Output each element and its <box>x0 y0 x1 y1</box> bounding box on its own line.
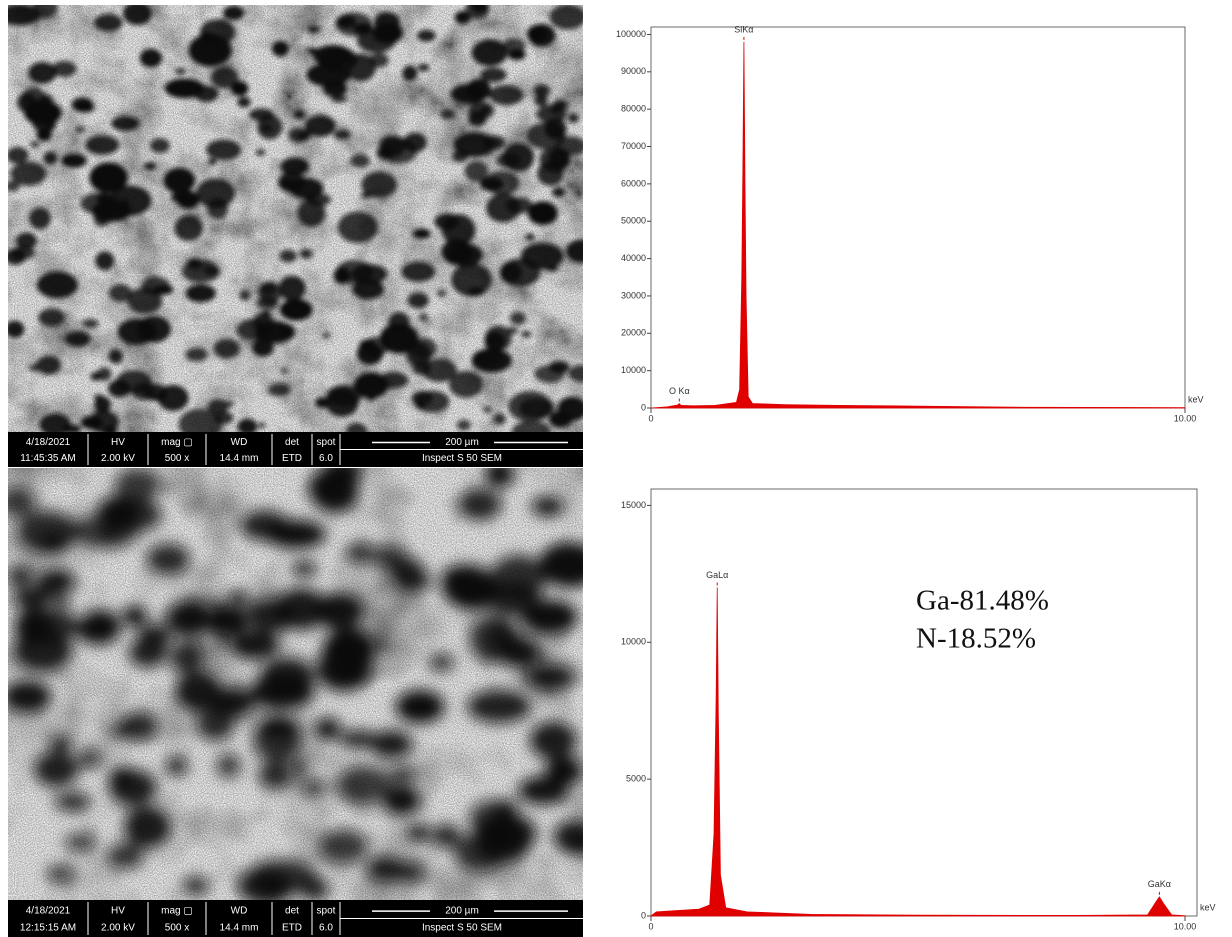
sem-grain <box>8 5 583 432</box>
y-tick-label: 0 <box>641 910 646 920</box>
info-scale: 200 µm <box>445 437 479 448</box>
peak-label: O Kα <box>669 386 690 396</box>
x-axis-label: keV <box>1188 394 1204 404</box>
info-wd: 14.4 mm <box>220 453 259 464</box>
y-tick-label: 20000 <box>621 328 646 338</box>
y-tick-label: 70000 <box>621 141 646 151</box>
info-det-label: det <box>285 437 299 448</box>
y-tick-label: 10000 <box>621 637 646 647</box>
sem-info-bar: 4/18/2021 11:45:35 AM HV 2.00 kV mag ▢ 500 x W… <box>8 432 583 467</box>
y-tick-label: 90000 <box>621 66 646 76</box>
x-tick-label: 10.00 <box>1174 413 1197 423</box>
info-mag-label: mag ▢ <box>161 437 193 448</box>
sem-image <box>0 459 600 905</box>
info-hv-label: HV <box>111 906 125 917</box>
x-axis-label: keV <box>1200 902 1216 912</box>
info-hv: 2.00 kV <box>101 453 135 464</box>
sem-grain <box>8 468 583 900</box>
info-wd: 14.4 mm <box>220 922 259 933</box>
page: { "sem_panels": [ {"date": "4/18/2021", … <box>0 0 1232 937</box>
composition-note: Ga-81.48% <box>916 585 1049 617</box>
info-spot-label: spot <box>317 437 336 448</box>
info-hv: 2.00 kV <box>101 922 135 933</box>
info-det-label: det <box>285 906 299 917</box>
info-wd-label: WD <box>231 906 248 917</box>
x-tick-label: 0 <box>648 413 653 423</box>
x-tick-label: 10.00 <box>1174 921 1197 931</box>
info-scale: 200 µm <box>445 906 479 917</box>
info-det: ETD <box>282 922 302 933</box>
y-tick-label: 10000 <box>621 365 646 375</box>
peak-label: GaLα <box>706 570 728 580</box>
figure: 4/18/2021 11:45:35 AM HV 2.00 kV mag ▢ 500 x W… <box>0 0 1232 937</box>
composition-note: N-18.52% <box>916 623 1036 655</box>
sem-info-bar: 4/18/2021 12:15:15 AM HV 2.00 kV mag ▢ 500 x W… <box>8 900 583 937</box>
info-time: 11:45:35 AM <box>20 453 75 464</box>
info-date: 4/18/2021 <box>26 906 71 917</box>
y-tick-label: 100000 <box>616 29 646 39</box>
info-mag-label: mag ▢ <box>161 906 193 917</box>
info-spot: 6.0 <box>319 922 333 933</box>
y-tick-label: 30000 <box>621 290 646 300</box>
y-tick-label: 40000 <box>621 253 646 263</box>
y-tick-label: 80000 <box>621 104 646 114</box>
info-spot-label: spot <box>317 906 336 917</box>
y-tick-label: 50000 <box>621 216 646 226</box>
info-spot: 6.0 <box>319 453 333 464</box>
y-tick-label: 60000 <box>621 178 646 188</box>
info-det: ETD <box>282 453 302 464</box>
x-tick-label: 0 <box>648 921 653 931</box>
info-time: 12:15:15 AM <box>20 922 76 933</box>
y-tick-label: 5000 <box>626 774 646 784</box>
info-instrument: Inspect S 50 SEM <box>422 922 502 933</box>
info-wd-label: WD <box>231 437 248 448</box>
y-tick-label: 0 <box>641 402 646 412</box>
sem-image <box>0 0 598 443</box>
info-hv-label: HV <box>111 437 125 448</box>
info-mag: 500 x <box>165 922 189 933</box>
info-instrument: Inspect S 50 SEM <box>422 453 502 464</box>
peak-label: GaKα <box>1148 879 1171 889</box>
peak-label: SiKα <box>734 24 753 34</box>
info-date: 4/18/2021 <box>26 437 71 448</box>
y-tick-label: 15000 <box>621 500 646 510</box>
info-mag: 500 x <box>165 453 189 464</box>
